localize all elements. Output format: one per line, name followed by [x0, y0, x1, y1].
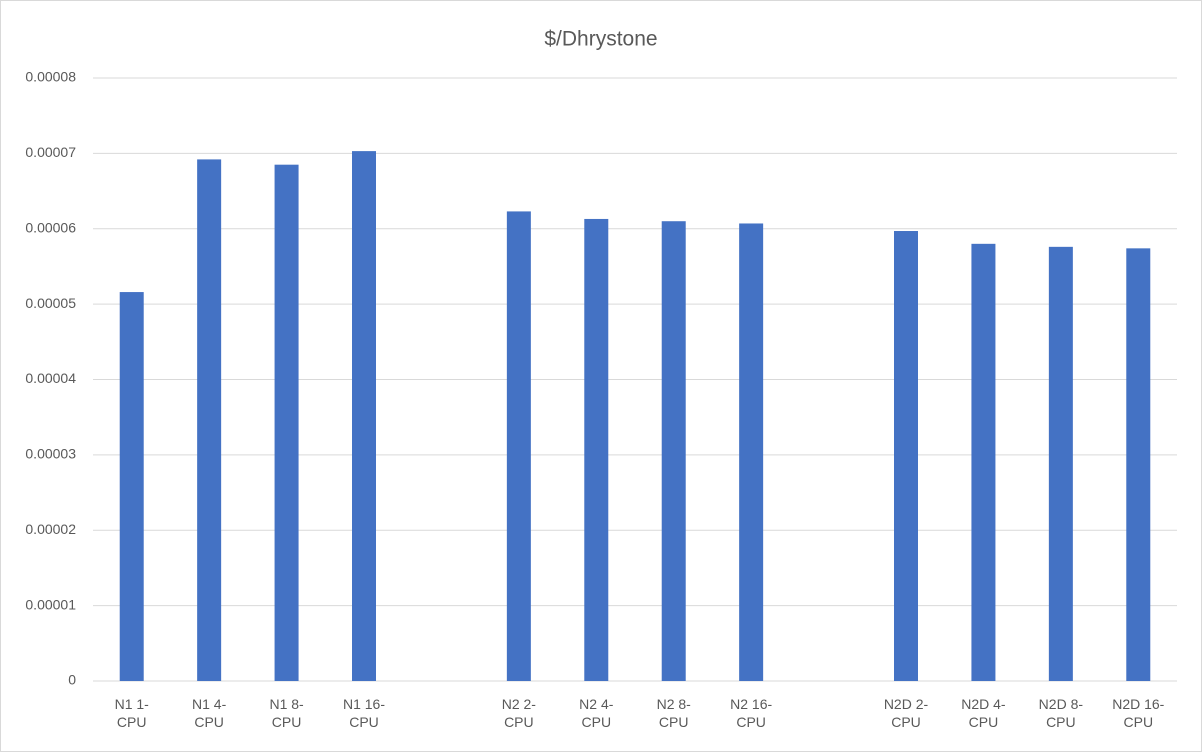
y-tick-label: 0.00004	[25, 370, 76, 386]
x-tick-label: N2D 16-CPU	[1112, 696, 1164, 730]
y-tick-label: 0.00006	[25, 219, 76, 235]
bar	[971, 243, 996, 681]
x-tick-label: N2 4-CPU	[579, 696, 614, 730]
x-tick-label: N2D 8-CPU	[1039, 696, 1084, 730]
bar	[352, 151, 376, 681]
chart-title: $/Dhrystone	[544, 28, 657, 51]
x-tick-label: N2 16-CPU	[730, 696, 772, 730]
y-tick-label: 0.00001	[25, 596, 76, 612]
bar	[584, 218, 609, 682]
y-tick-label: 0.00008	[25, 69, 76, 85]
x-tick-label: N1 1-CPU	[115, 696, 150, 730]
bar	[1048, 246, 1073, 681]
x-tick-label: N2 8-CPU	[657, 696, 692, 730]
y-tick-label: 0.00007	[25, 144, 76, 160]
y-tick-label: 0.00005	[25, 295, 76, 311]
y-tick-label: 0	[68, 672, 76, 688]
bar	[119, 292, 144, 681]
bar	[894, 231, 918, 682]
bar	[197, 159, 222, 681]
bar	[739, 223, 764, 681]
bar	[274, 164, 299, 681]
x-tick-label: N2 2-CPU	[502, 696, 537, 730]
bar	[1126, 248, 1151, 681]
bar	[661, 221, 686, 681]
bar	[506, 211, 531, 681]
x-tick-label: N2D 4-CPU	[961, 696, 1006, 730]
y-tick-label: 0.00002	[25, 521, 76, 537]
x-tick-label: N1 8-CPU	[269, 696, 304, 730]
x-tick-label: N1 16-CPU	[343, 696, 385, 730]
x-tick-label: N1 4-CPU	[192, 696, 227, 730]
y-tick-label: 0.00003	[25, 446, 76, 462]
x-tick-label: N2D 2-CPU	[884, 696, 929, 730]
